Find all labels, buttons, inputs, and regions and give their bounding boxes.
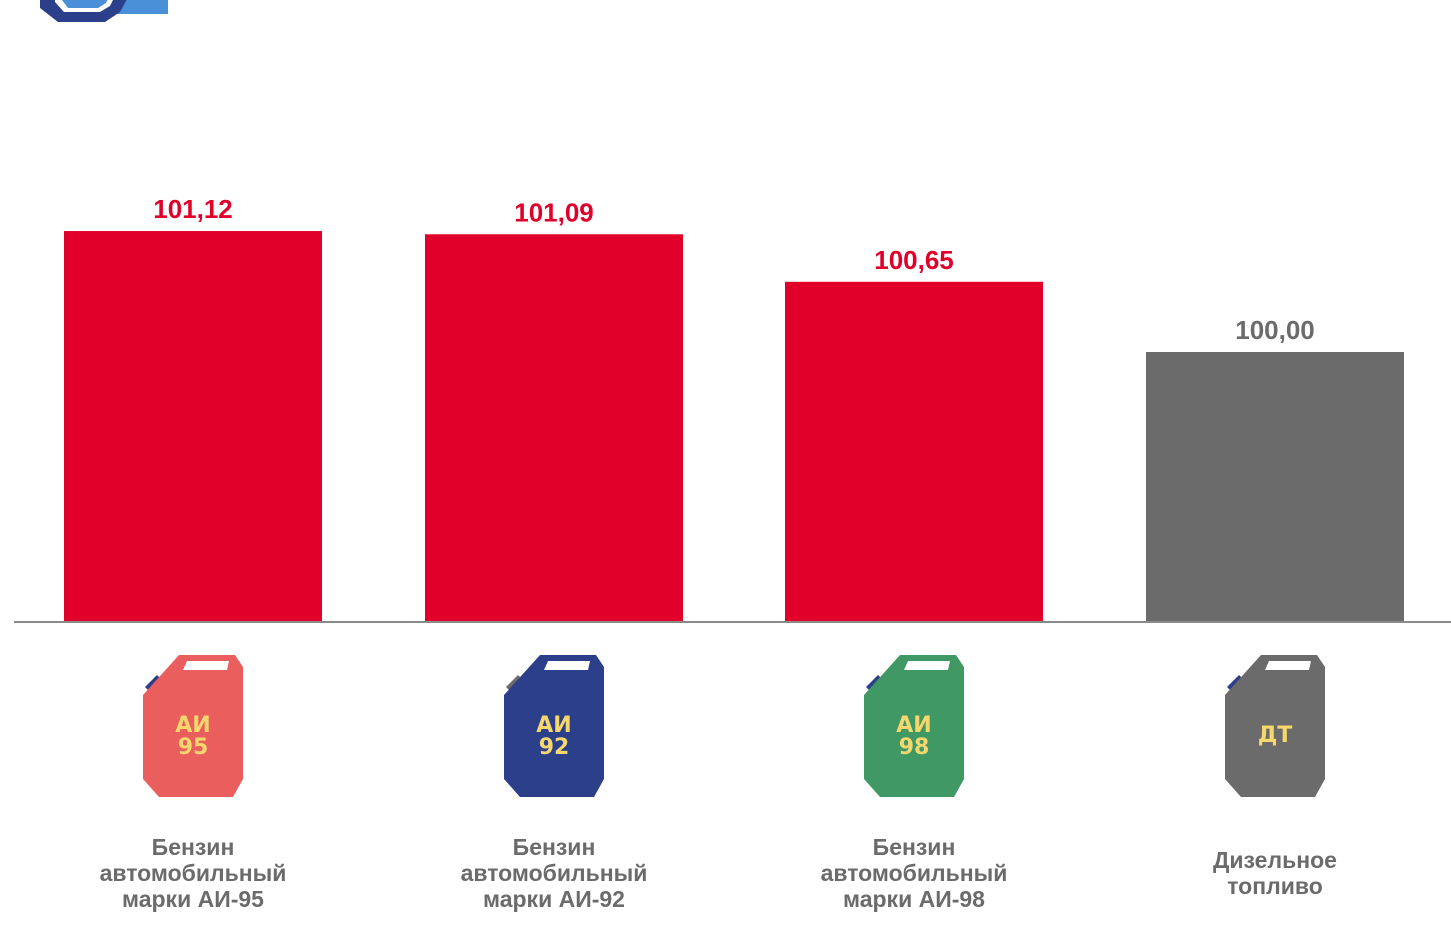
canister-label: ДТ [1258,723,1293,748]
canister-label-top: АИ [896,713,931,738]
canister-handle [183,661,229,670]
fuel-canister-dt-icon: ДТ [1225,655,1325,797]
category-label-1: Бензин автомобильный марки АИ-95 [99,834,287,912]
canister-label-bottom: 95 [178,735,209,760]
canister-body [143,655,243,797]
bar-3 [785,281,1043,622]
canister-label-top: АИ [175,713,210,738]
category-label-2: Бензин автомобильный марки АИ-92 [460,834,648,912]
data-label-1: 101,12 [153,194,233,224]
data-label-4: 100,00 [1235,315,1315,345]
bar-1 [64,231,322,623]
canister-label-bottom: 92 [539,735,570,760]
category-label-4: Дизельное топливо [1213,847,1337,899]
canister-body [504,655,604,797]
canister-label-bottom: 98 [899,735,930,760]
logo-core-shape [62,0,108,8]
bar-4 [1146,352,1404,622]
data-label-2: 101,09 [514,197,594,227]
category-label-3: Бензин автомобильный марки АИ-98 [820,834,1008,912]
canister-handle [544,661,590,670]
data-label-3: 100,65 [874,245,954,275]
canister-handle [904,661,950,670]
bar-2 [425,234,683,622]
brand-logo-icon [40,0,168,22]
canister-handle [1265,661,1311,670]
canister-body [864,655,964,797]
canister-body [1225,655,1325,797]
canister-label-top: АИ [536,713,571,738]
